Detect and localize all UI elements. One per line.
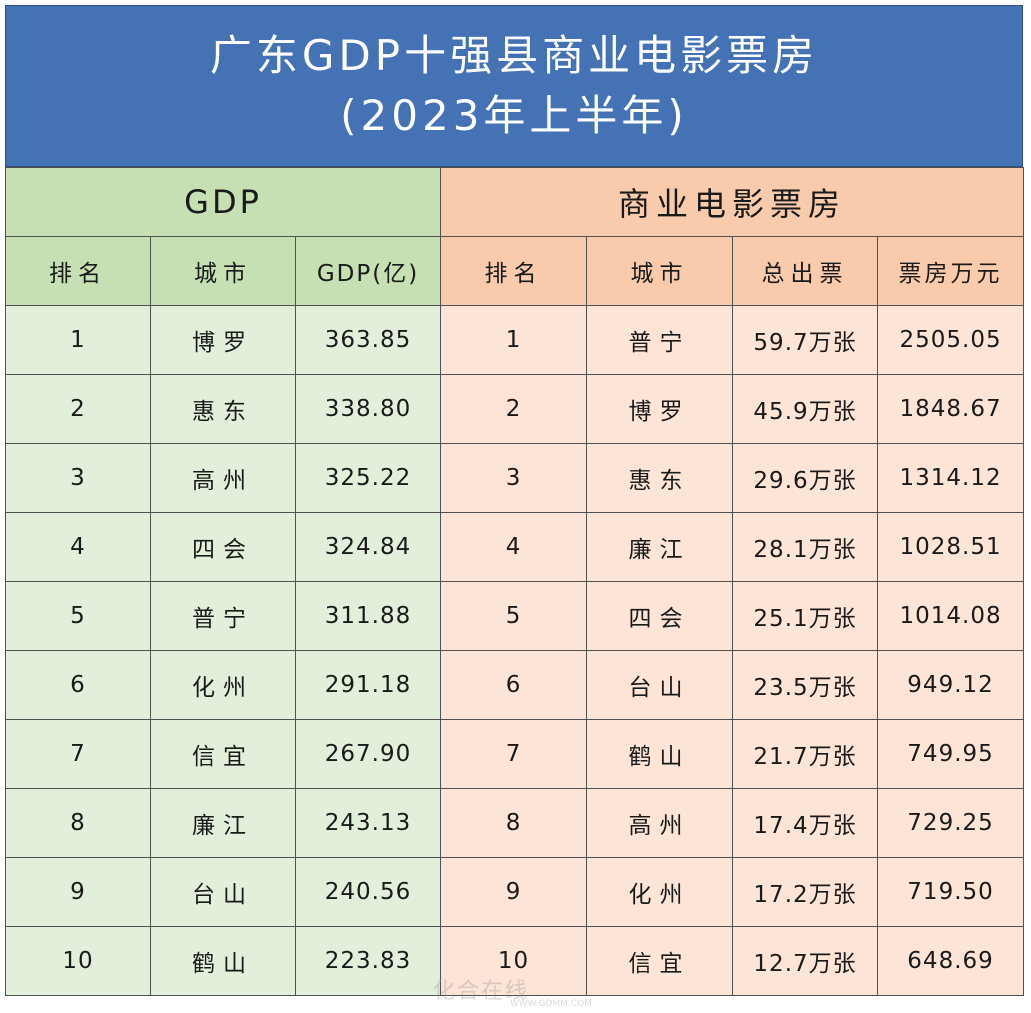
gdp-value-cell: 267.90 [294,719,442,789]
box-tickets-cell: 21.7万张 [732,719,879,789]
box-revenue-cell: 1014.08 [877,581,1025,651]
gdp-city-cell: 台山 [150,857,296,927]
box-revenue-cell: 2505.05 [877,305,1025,375]
gdp-rank-cell: 8 [5,788,151,858]
gdp-rank-cell: 4 [5,512,151,582]
gdp-city-cell: 普宁 [150,581,296,651]
ranking-sheet: 广东GDP十强县商业电影票房 (2023年上半年) GDP 商业电影票房 排名 … [4,5,1025,1009]
box-rank-cell: 4 [440,512,588,582]
section-header-row: GDP 商业电影票房 [4,167,1025,237]
box-tickets-cell: 17.2万张 [732,857,879,927]
gdp-value-cell: 243.13 [294,788,442,858]
box-tickets-cell: 28.1万张 [732,512,879,582]
table-row: 4 四会 324.84 4 廉江 28.1万张 1028.51 [5,512,1025,582]
box-city-cell: 普宁 [586,305,734,375]
box-revenue-cell: 949.12 [877,650,1025,720]
gdp-city-cell: 鹤山 [150,926,296,996]
col-header-box-revenue: 票房万元 [877,236,1025,306]
box-city-cell: 廉江 [586,512,734,582]
box-tickets-cell: 59.7万张 [732,305,879,375]
box-revenue-cell: 648.69 [877,926,1025,996]
gdp-value-cell: 311.88 [294,581,442,651]
gdp-rank-cell: 7 [5,719,151,789]
box-revenue-cell: 1848.67 [877,374,1025,444]
box-rank-cell: 10 [440,926,588,996]
box-tickets-cell: 17.4万张 [732,788,879,858]
box-city-cell: 台山 [586,650,734,720]
box-revenue-cell: 1314.12 [877,443,1025,513]
gdp-city-cell: 信宜 [150,719,296,789]
box-rank-cell: 3 [440,443,588,513]
box-city-cell: 高州 [586,788,734,858]
watermark-url: WWW.GDMM.COM [510,999,592,1009]
gdp-value-cell: 325.22 [294,443,442,513]
gdp-rank-cell: 1 [5,305,151,375]
gdp-rank-cell: 10 [5,926,151,996]
gdp-rank-cell: 2 [5,374,151,444]
section-gdp: GDP [4,167,442,237]
box-rank-cell: 8 [440,788,588,858]
title-line-1: 广东GDP十强县商业电影票房 [209,31,819,80]
box-rank-cell: 7 [440,719,588,789]
gdp-value-cell: 240.56 [294,857,442,927]
gdp-value-cell: 223.83 [294,926,442,996]
table-row: 2 惠东 338.80 2 博罗 45.9万张 1848.67 [5,374,1025,444]
column-header-row: 排名 城市 GDP(亿) 排名 城市 总出票 票房万元 [5,236,1025,306]
box-city-cell: 博罗 [586,374,734,444]
box-revenue-cell: 719.50 [877,857,1025,927]
gdp-rank-cell: 6 [5,650,151,720]
gdp-city-cell: 惠东 [150,374,296,444]
watermark-logo: 化合在线 [433,979,530,1004]
gdp-city-cell: 廉江 [150,788,296,858]
table-row: 7 信宜 267.90 7 鹤山 21.7万张 749.95 [5,719,1025,789]
gdp-rank-cell: 5 [5,581,151,651]
gdp-value-cell: 338.80 [294,374,442,444]
box-revenue-cell: 729.25 [877,788,1025,858]
box-city-cell: 鹤山 [586,719,734,789]
gdp-city-cell: 高州 [150,443,296,513]
title-line-2: (2023年上半年) [340,91,688,140]
box-rank-cell: 1 [440,305,588,375]
gdp-city-cell: 博罗 [150,305,296,375]
box-tickets-cell: 25.1万张 [732,581,879,651]
col-header-box-city: 城市 [586,236,734,306]
box-revenue-cell: 749.95 [877,719,1025,789]
table-row: 3 高州 325.22 3 惠东 29.6万张 1314.12 [5,443,1025,513]
gdp-value-cell: 363.85 [294,305,442,375]
title-banner: 广东GDP十强县商业电影票房 (2023年上半年) [5,5,1023,167]
col-header-box-rank: 排名 [440,236,588,306]
gdp-rank-cell: 9 [5,857,151,927]
gdp-rank-cell: 3 [5,443,151,513]
col-header-gdp-rank: 排名 [5,236,151,306]
gdp-value-cell: 324.84 [294,512,442,582]
table-row: 10 鹤山 223.83 10 信宜 12.7万张 648.69 [5,926,1025,996]
col-header-gdp-value: GDP(亿) [294,236,442,306]
box-tickets-cell: 23.5万张 [732,650,879,720]
box-city-cell: 惠东 [586,443,734,513]
box-rank-cell: 6 [440,650,588,720]
box-city-cell: 化州 [586,857,734,927]
table-row: 9 台山 240.56 9 化州 17.2万张 719.50 [5,857,1025,927]
col-header-gdp-city: 城市 [150,236,296,306]
box-city-cell: 信宜 [586,926,734,996]
table-row: 5 普宁 311.88 5 四会 25.1万张 1014.08 [5,581,1025,651]
section-box-office: 商业电影票房 [440,167,1025,237]
box-rank-cell: 2 [440,374,588,444]
table-row: 1 博罗 363.85 1 普宁 59.7万张 2505.05 [5,305,1025,375]
table-row: 6 化州 291.18 6 台山 23.5万张 949.12 [5,650,1025,720]
box-rank-cell: 9 [440,857,588,927]
gdp-city-cell: 化州 [150,650,296,720]
box-tickets-cell: 29.6万张 [732,443,879,513]
box-city-cell: 四会 [586,581,734,651]
col-header-box-tickets: 总出票 [732,236,879,306]
data-table: GDP 商业电影票房 排名 城市 GDP(亿) 排名 城市 总出票 票房万元 1… [4,167,1025,996]
gdp-city-cell: 四会 [150,512,296,582]
box-rank-cell: 5 [440,581,588,651]
box-revenue-cell: 1028.51 [877,512,1025,582]
gdp-value-cell: 291.18 [294,650,442,720]
box-tickets-cell: 12.7万张 [732,926,879,996]
box-tickets-cell: 45.9万张 [732,374,879,444]
table-row: 8 廉江 243.13 8 高州 17.4万张 729.25 [5,788,1025,858]
